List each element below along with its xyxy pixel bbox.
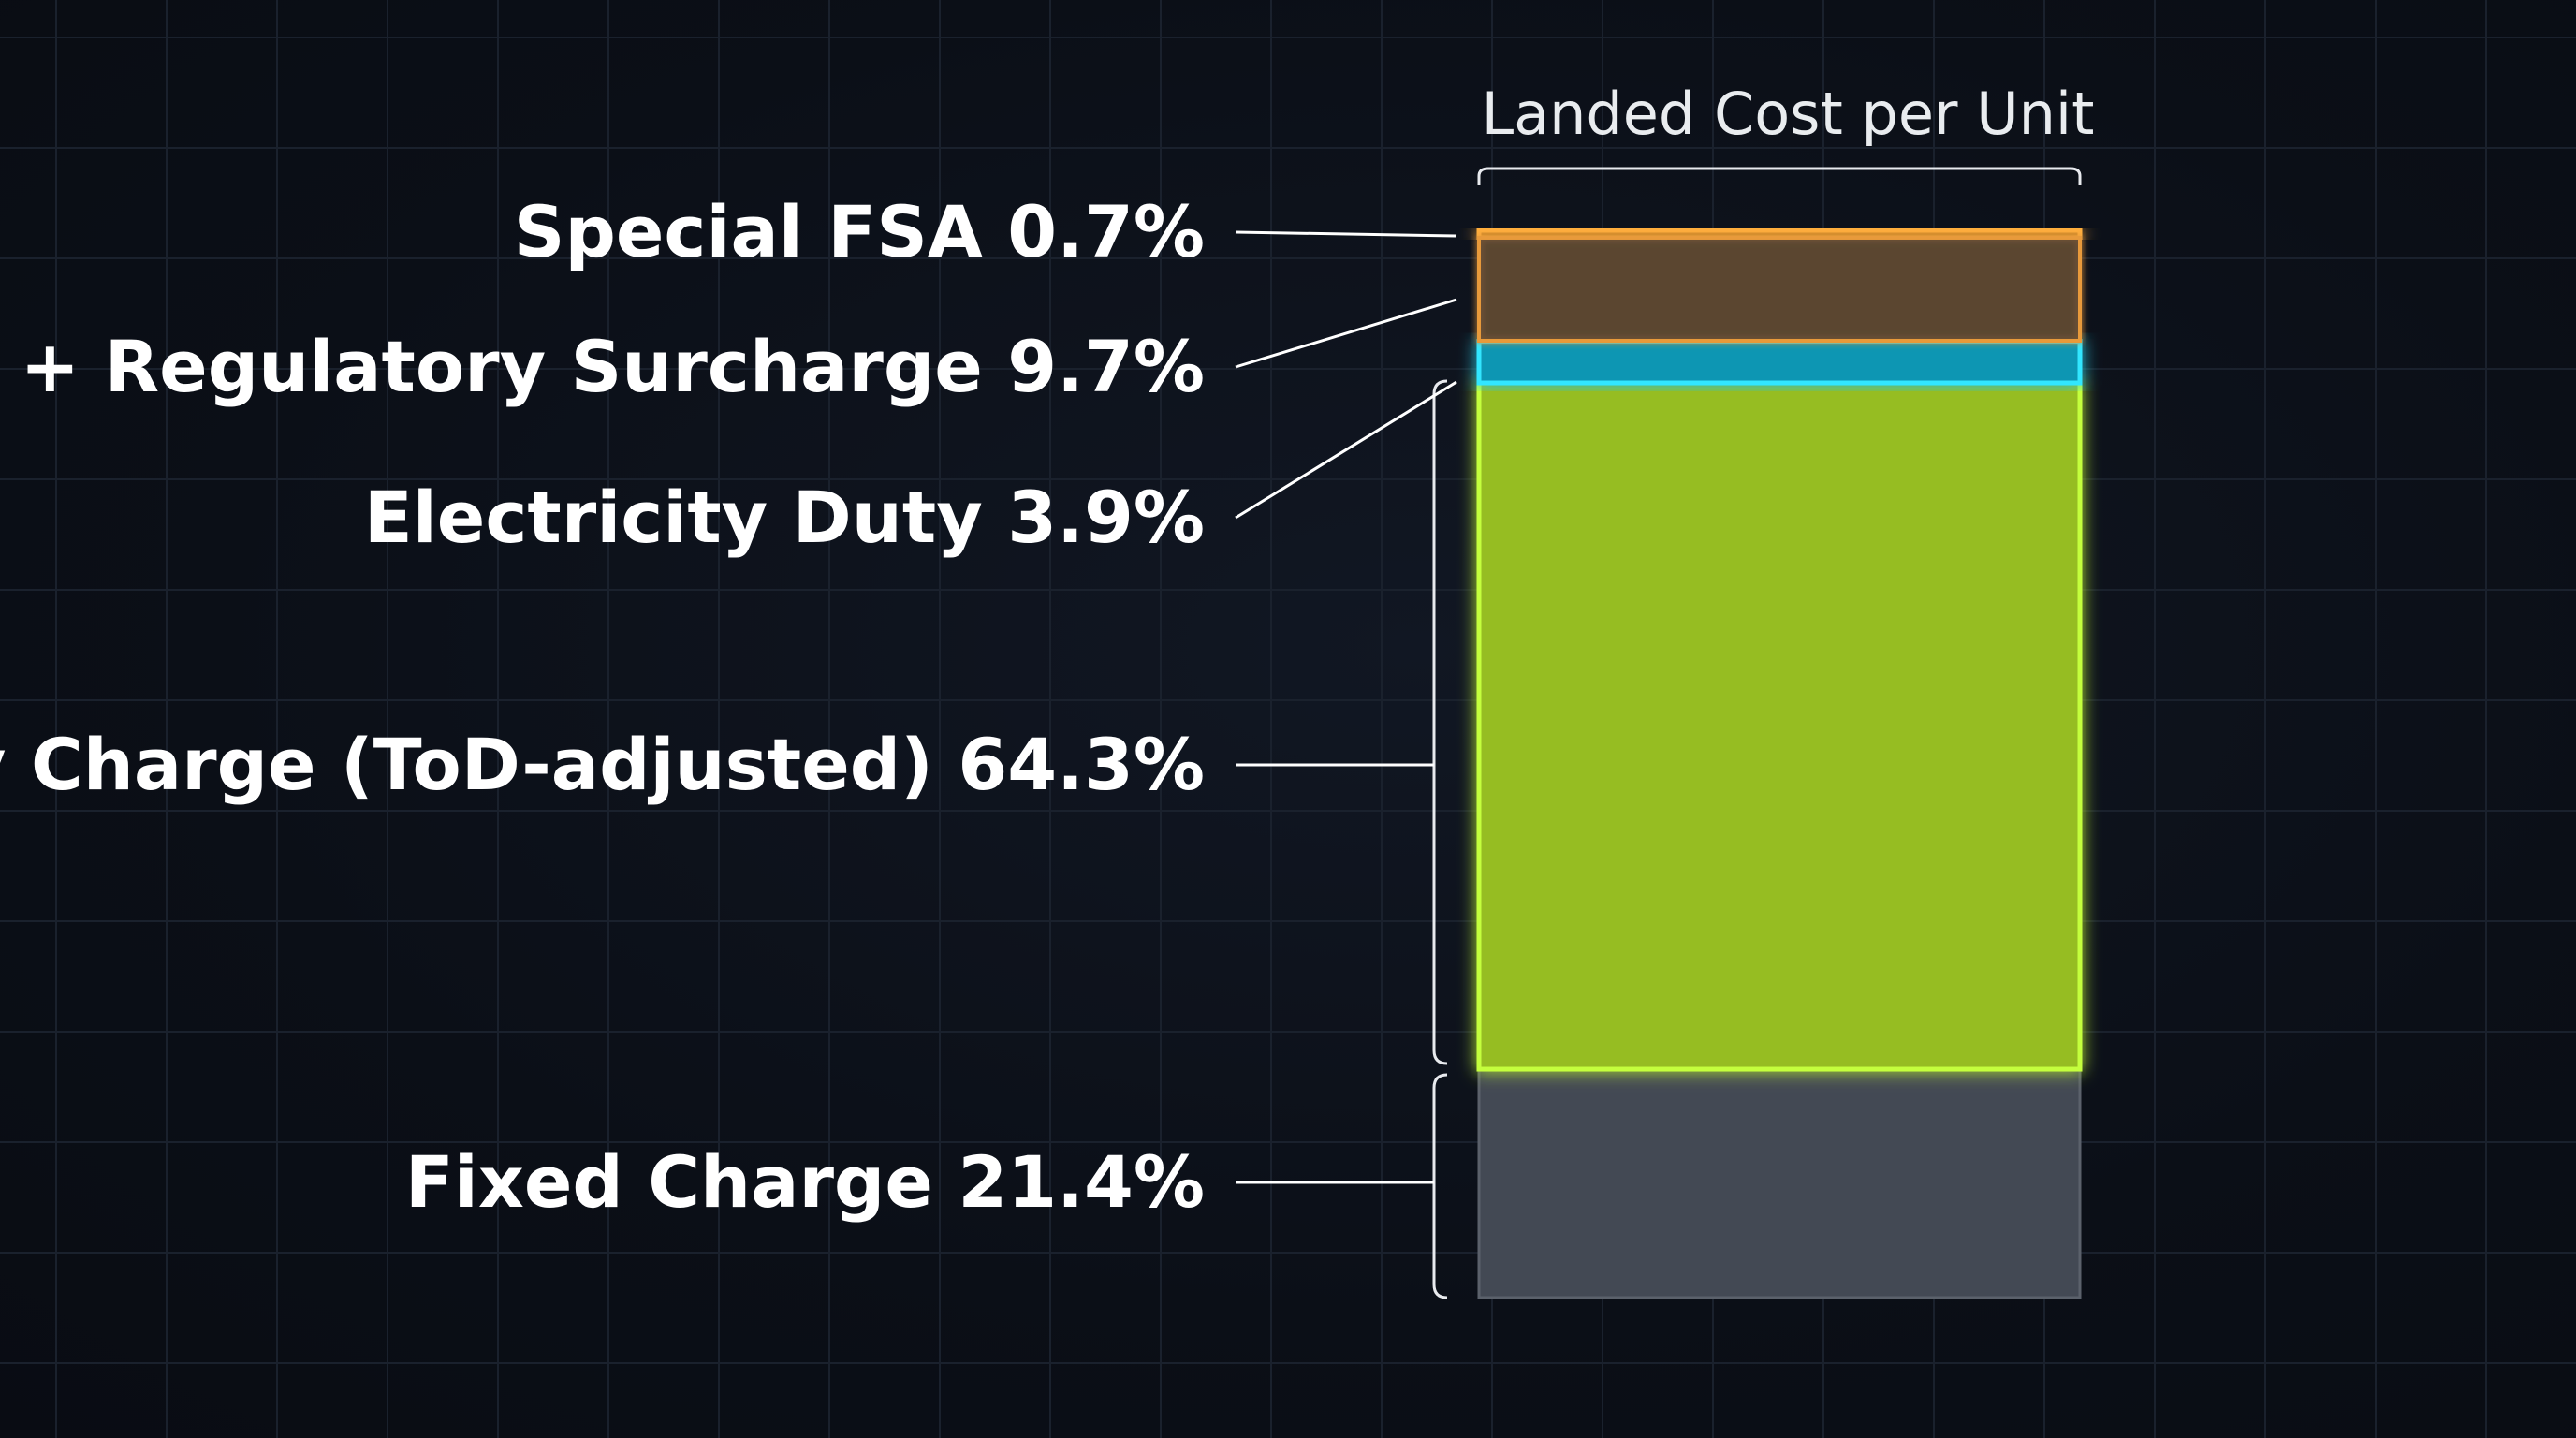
segment-label-special-fsa: Special FSA 0.7% — [514, 190, 1205, 273]
bar-segment-electricity-duty — [1476, 339, 2083, 386]
fixed-charge-bracket — [1432, 1073, 1448, 1299]
chart-title: Landed Cost per Unit — [1482, 80, 2095, 148]
special-fsa-highlight-band — [1477, 235, 2082, 343]
leader-line-special-fsa — [1235, 230, 1457, 238]
leader-lines — [1235, 230, 1457, 1184]
brackets — [1432, 167, 2082, 1299]
energy-charge-bracket — [1432, 379, 1448, 1065]
leader-line-electricity-duty — [1235, 380, 1457, 520]
bar-segment-fixed-charge — [1477, 1067, 2082, 1299]
stacked-bar — [1476, 227, 2083, 1299]
title-bracket — [1477, 167, 2082, 185]
bar-segment-energy-charge-tod-adjusted — [1476, 380, 2083, 1072]
segment-label-fppas-regulatory-surcharge: FPPAS + Regulatory Surcharge 9.7% — [0, 325, 1205, 408]
segment-label-energy-charge-tod-adjusted: Energy Charge (ToD-adjusted) 64.3% — [0, 723, 1205, 806]
segment-label-electricity-duty: Electricity Duty 3.9% — [364, 476, 1205, 559]
segment-labels: Fixed Charge 21.4% Energy Charge (ToD-adj… — [0, 190, 1205, 1224]
leader-line-fppas-regulatory-surcharge — [1235, 298, 1457, 369]
segment-label-fixed-charge: Fixed Charge 21.4% — [405, 1140, 1205, 1224]
